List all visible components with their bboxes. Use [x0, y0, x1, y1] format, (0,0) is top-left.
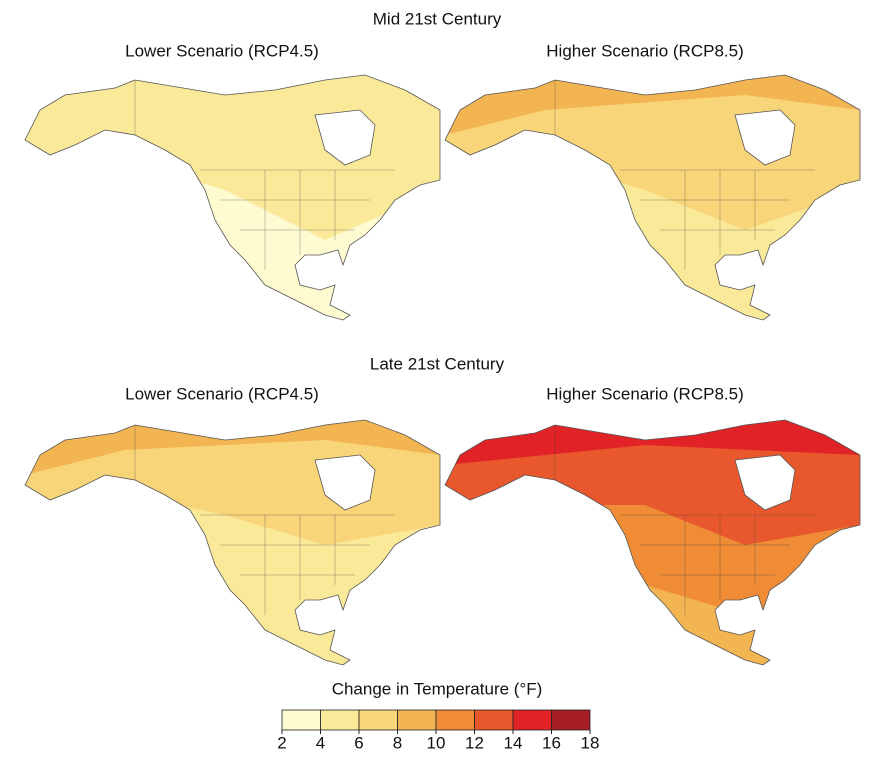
map-panel [444, 419, 861, 666]
legend-swatch [435, 709, 475, 731]
legend-tick-label: 12 [465, 733, 484, 752]
legend: 2 4 6 8 10 12 14 16 18 [277, 709, 600, 752]
panel-title: Lower Scenario (RCP4.5) [125, 41, 319, 60]
legend-swatch [320, 709, 360, 731]
legend-swatch [512, 709, 552, 731]
temperature-band [445, 75, 860, 230]
section-title: Late 21st Century [370, 354, 505, 373]
panel-title: Higher Scenario (RCP8.5) [546, 384, 743, 403]
legend-tick-label: 2 [277, 733, 286, 752]
legend-title: Change in Temperature (°F) [332, 679, 543, 698]
legend-swatch [358, 709, 398, 731]
legend-tick-label: 6 [354, 733, 363, 752]
panel-title: Higher Scenario (RCP8.5) [546, 41, 743, 60]
legend-tick-label: 16 [542, 733, 561, 752]
legend-tick-label: 8 [393, 733, 402, 752]
legend-tick-label: 18 [581, 733, 600, 752]
legend-swatch [397, 709, 437, 731]
legend-swatch [474, 709, 514, 731]
legend-tick-label: 10 [427, 733, 446, 752]
panel-title: Lower Scenario (RCP4.5) [125, 384, 319, 403]
legend-swatch [281, 709, 321, 731]
legend-swatch [551, 709, 591, 731]
map-panel [444, 74, 861, 321]
temperature-band [25, 420, 440, 475]
legend-tick-label: 4 [316, 733, 325, 752]
map-panel [24, 419, 441, 666]
legend-tick-label: 14 [504, 733, 523, 752]
temperature-band [445, 75, 860, 135]
map-panel [24, 74, 441, 321]
section-title: Mid 21st Century [373, 9, 502, 28]
